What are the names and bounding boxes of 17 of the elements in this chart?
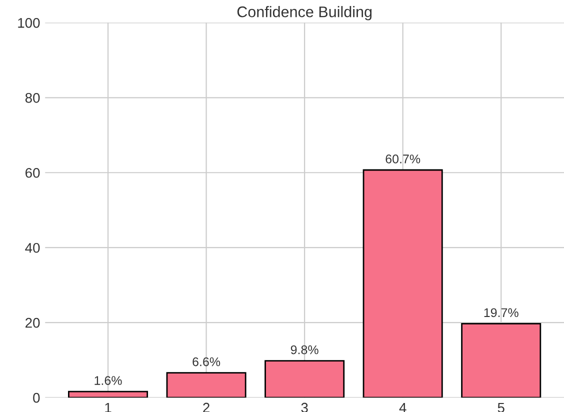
y-tick-label: 20 (26, 318, 40, 328)
data-label: 6.6% (192, 357, 220, 366)
y-tick-label: 60 (26, 168, 40, 178)
data-label: 1.6% (94, 376, 122, 385)
chart-title: Confidence Building (237, 6, 372, 20)
data-label: 9.8% (290, 345, 318, 354)
y-tick-label: 40 (25, 242, 40, 253)
bar (362, 169, 443, 398)
bar (166, 372, 246, 398)
y-tick-label: 100 (18, 18, 40, 28)
y-tick-label: 80 (25, 92, 40, 103)
data-label: 60.7% (386, 154, 420, 164)
y-tick-label: 0 (33, 392, 40, 403)
bar (68, 390, 148, 398)
data-label: 19.7% (484, 308, 518, 318)
bar (264, 360, 345, 398)
bar (461, 323, 542, 398)
